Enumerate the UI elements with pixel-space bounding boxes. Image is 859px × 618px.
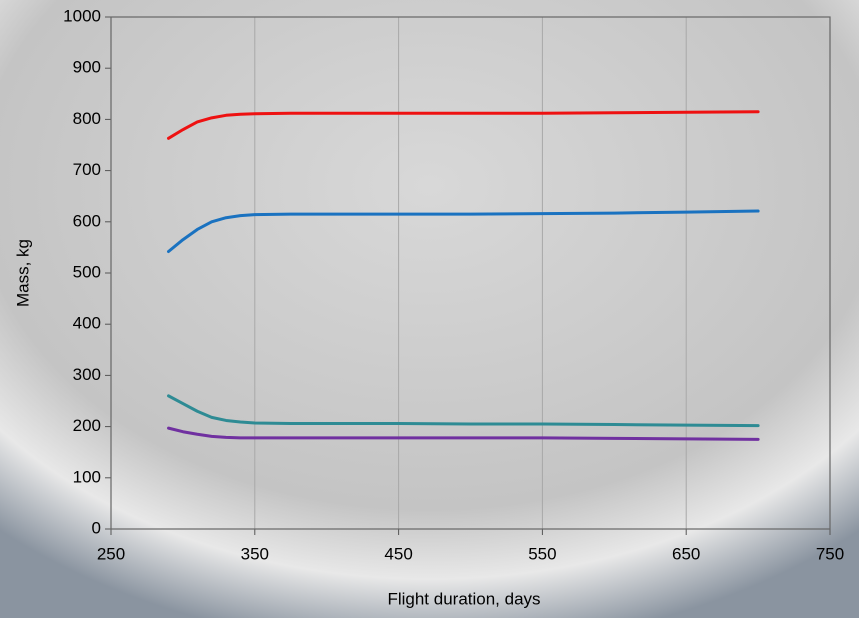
x-tick-label: 250 [97,544,125,563]
x-tick-label: 450 [384,544,412,563]
x-tick-label: 650 [672,544,700,563]
y-axis-label: Mass, kg [13,239,32,307]
y-tick-label: 300 [73,365,101,384]
x-tick-label: 750 [816,544,844,563]
y-tick-label: 500 [73,262,101,281]
x-axis-label: Flight duration, days [387,589,540,608]
page: {"chart_data": { "type": "line", "xlabel… [0,0,859,618]
x-tick-label: 350 [241,544,269,563]
y-tick-label: 100 [73,467,101,486]
y-tick-label: 600 [73,211,101,230]
y-tick-label: 400 [73,314,101,333]
y-tick-label: 0 [92,518,101,537]
y-tick-label: 800 [73,109,101,128]
y-tick-label: 200 [73,416,101,435]
x-tick-label: 550 [528,544,556,563]
background [0,0,859,618]
chart: Flight duration, days Mass, kg 250 350 450… [0,0,859,618]
y-tick-label: 1000 [63,6,101,25]
y-tick-label: 700 [73,160,101,179]
y-tick-label: 900 [73,58,101,77]
